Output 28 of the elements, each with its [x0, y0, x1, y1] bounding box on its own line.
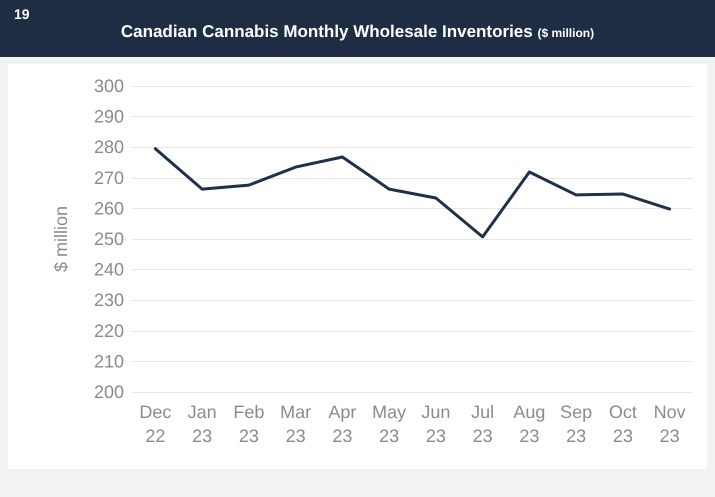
x-tick-label: Oct 23: [608, 402, 637, 446]
y-tick-label: 290: [94, 106, 124, 127]
x-tick-label: Dec 22: [139, 402, 172, 446]
text: 19: [14, 6, 30, 22]
y-tick-label: 230: [94, 290, 124, 310]
x-tick-label: Jan 23: [188, 402, 217, 446]
line-series: [154, 147, 672, 238]
y-axis-title: $ million: [51, 206, 71, 272]
x-tick-label: Apr 23: [328, 402, 356, 446]
x-tick-label: Sep 23: [560, 402, 592, 446]
x-tick-label: Jun 23: [421, 402, 450, 446]
x-tick-label: Nov 23: [654, 402, 686, 446]
x-tick-label: Feb 23: [233, 402, 264, 446]
x-tick-label: Aug 23: [513, 402, 546, 446]
y-tick-label: 220: [94, 320, 124, 341]
y-tick-label: 210: [94, 351, 124, 372]
y-tick-label: 250: [94, 229, 124, 249]
chart-title: Canadian Cannabis Monthly Wholesale Inventories: [120, 22, 533, 41]
chart-subtitle: ($ million): [537, 26, 594, 40]
x-tick-label: Mar 23: [280, 402, 312, 446]
y-tick-label: 260: [94, 198, 124, 218]
y-tick-label: 200: [94, 382, 124, 402]
y-tick-label: 270: [94, 168, 124, 188]
x-tick-label: May 23: [372, 402, 406, 446]
x-tick-label: Jul 23: [471, 402, 494, 446]
y-tick-label: 300: [94, 76, 124, 96]
y-tick-label: 240: [94, 260, 124, 280]
y-tick-label: 280: [94, 137, 124, 158]
